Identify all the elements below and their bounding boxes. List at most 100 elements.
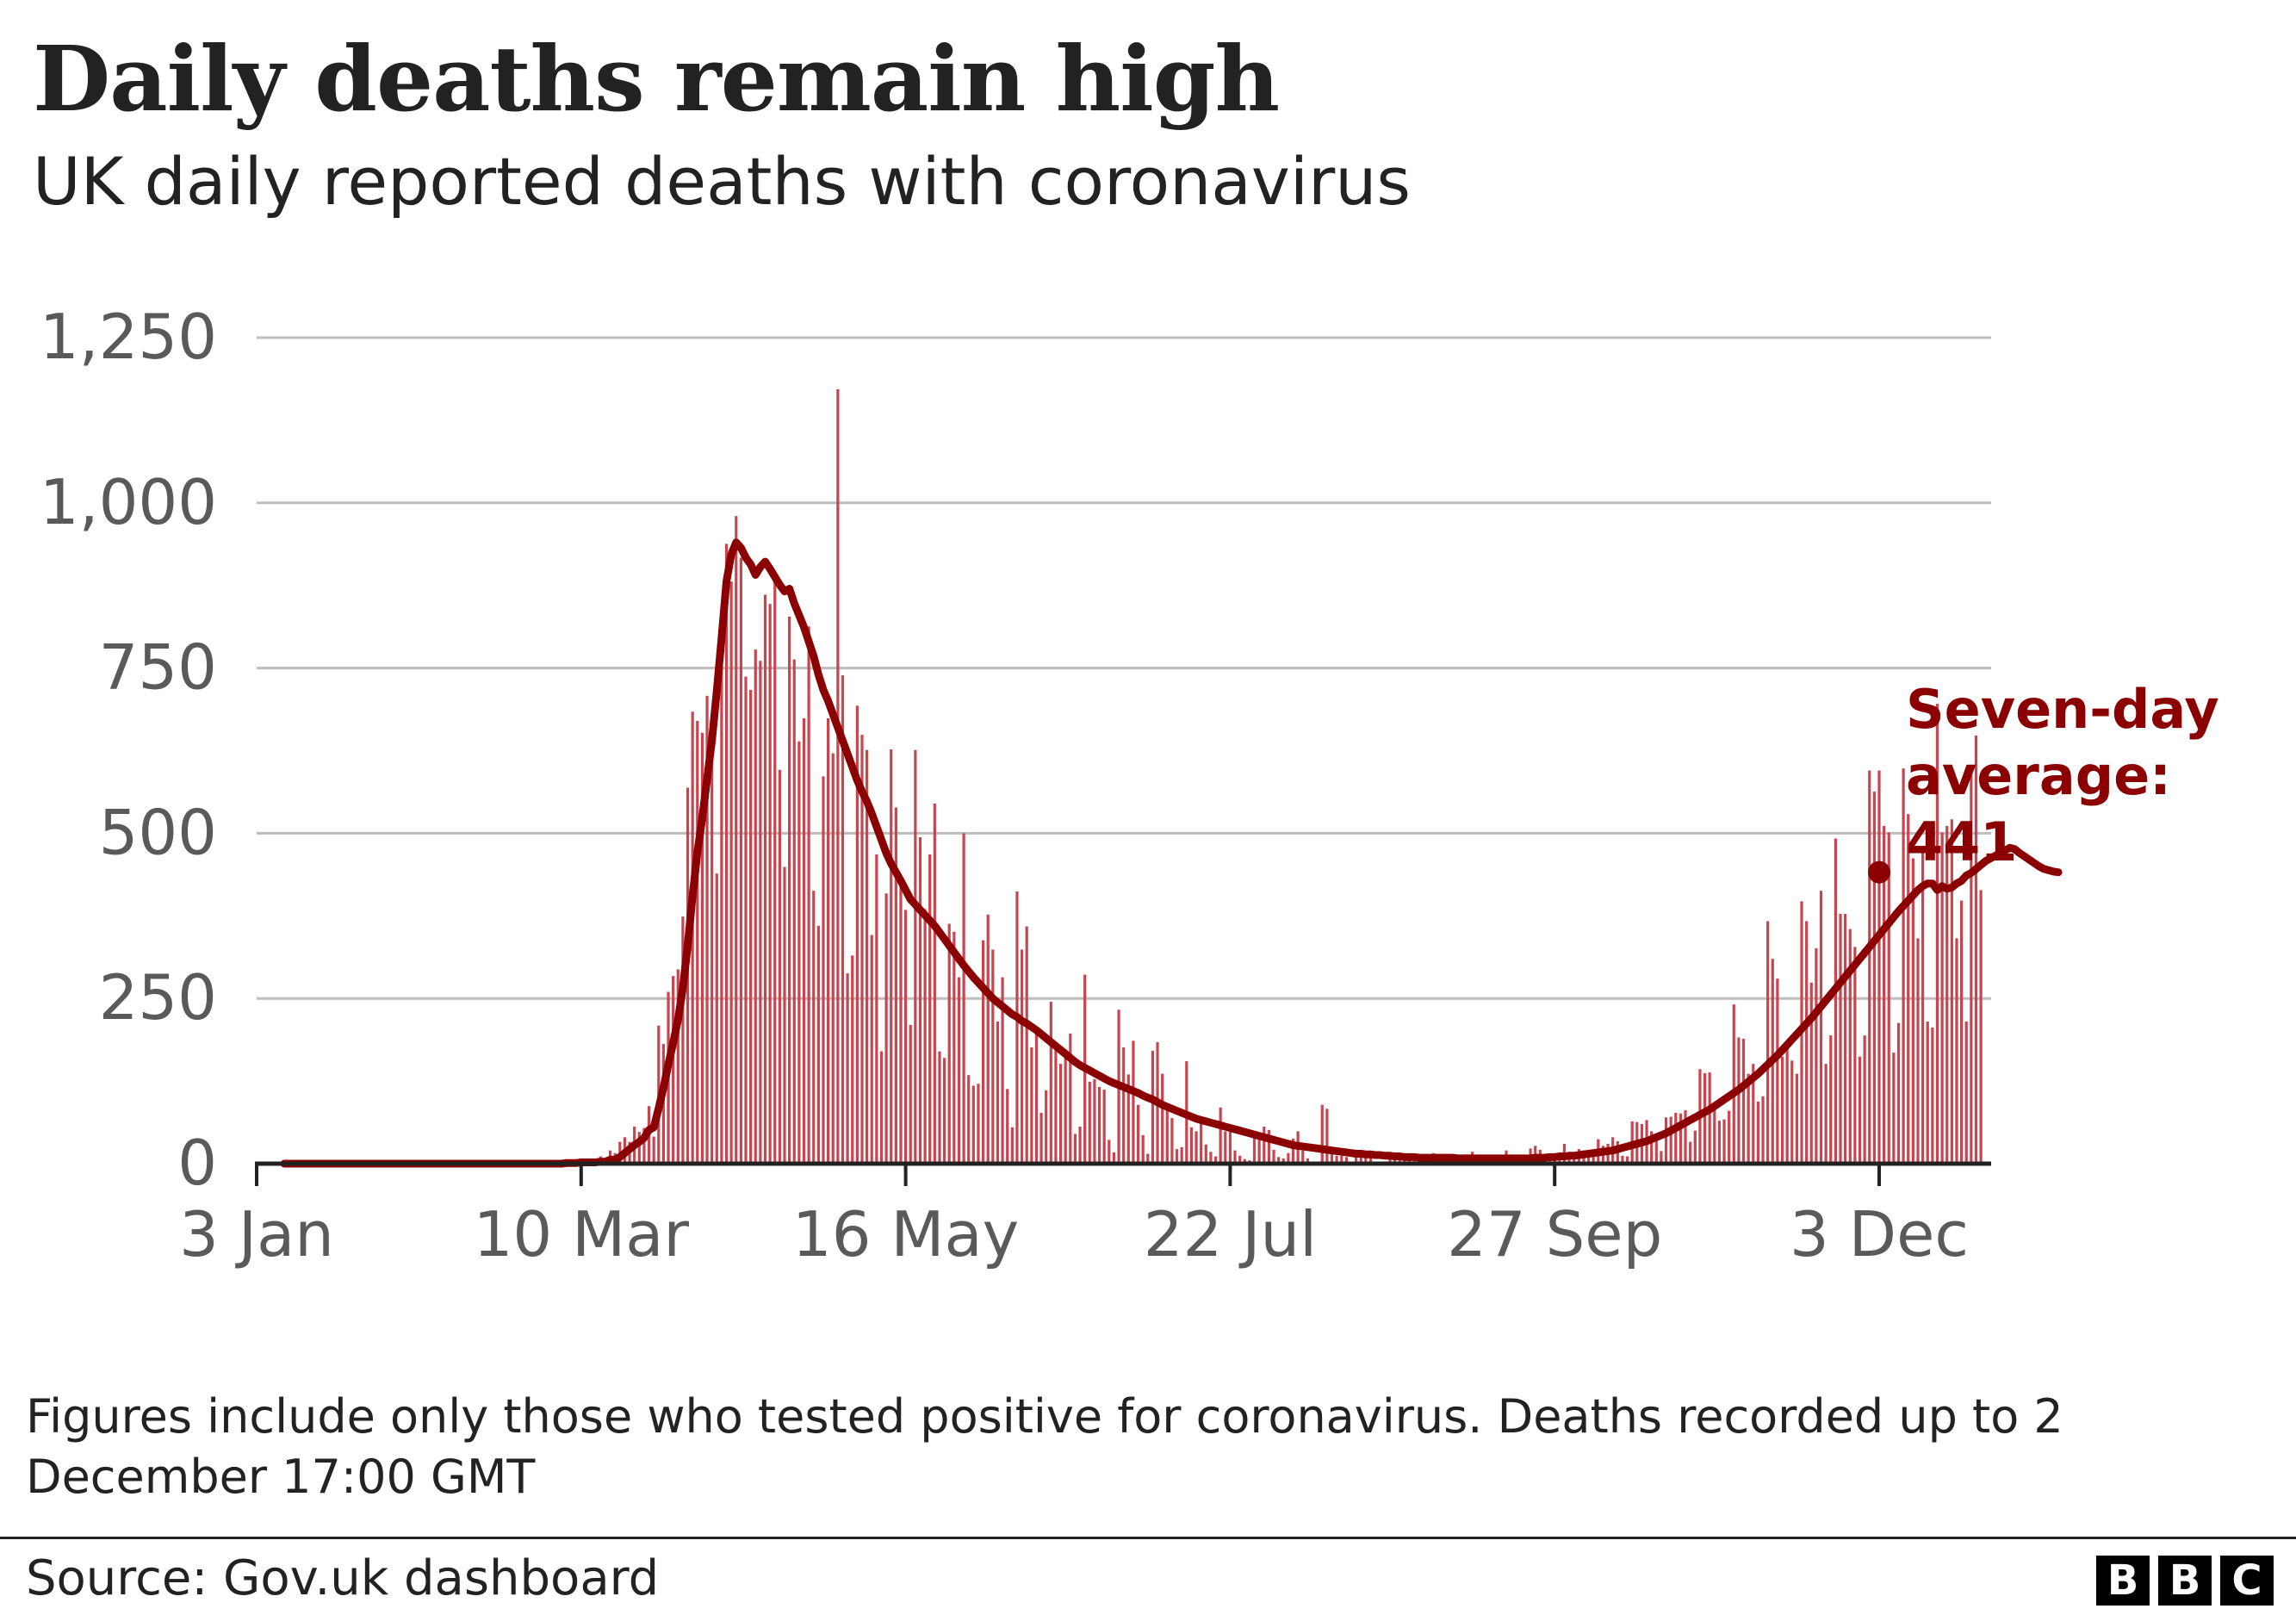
- daily-deaths-bar: [1069, 1033, 1072, 1164]
- daily-deaths-bar: [759, 661, 762, 1164]
- daily-deaths-bar: [715, 873, 718, 1164]
- seven-day-average-line: [280, 538, 2063, 1168]
- daily-deaths-bar: [928, 854, 932, 1164]
- daily-deaths-bar: [1664, 1117, 1668, 1164]
- daily-deaths-bar: [729, 581, 733, 1164]
- daily-deaths-bar: [1669, 1116, 1672, 1164]
- daily-deaths-bar: [744, 676, 748, 1164]
- daily-deaths-bar: [1228, 1132, 1232, 1164]
- y-tick-label: 0: [177, 1127, 217, 1199]
- daily-deaths-bar: [855, 705, 859, 1164]
- daily-deaths-bar: [1200, 1119, 1203, 1164]
- daily-deaths-bar: [1964, 1022, 1968, 1164]
- daily-deaths-bar: [1073, 1134, 1077, 1164]
- daily-deaths-bar: [763, 594, 767, 1164]
- daily-deaths-bar: [1359, 1152, 1362, 1164]
- daily-deaths-bar: [1722, 1119, 1726, 1164]
- daily-deaths-bar: [1122, 1047, 1126, 1164]
- daily-deaths-bar: [749, 689, 753, 1164]
- daily-deaths-bar: [1858, 1056, 1862, 1164]
- x-tick-label: 27 Sep: [1447, 1198, 1662, 1270]
- daily-deaths-bar: [1883, 825, 1886, 1164]
- daily-deaths-bar: [739, 557, 742, 1164]
- daily-deaths-bar: [1189, 1127, 1194, 1164]
- daily-deaths-bar: [1761, 1096, 1765, 1164]
- x-tick-label: 3 Jan: [179, 1198, 334, 1270]
- daily-deaths-bar: [1693, 1130, 1697, 1164]
- daily-deaths-bar: [1654, 1140, 1658, 1164]
- daily-deaths-bar: [1970, 765, 1973, 1164]
- x-tick-label: 22 Jul: [1144, 1198, 1317, 1270]
- daily-deaths-bar: [1263, 1127, 1266, 1164]
- daily-deaths-bar: [1209, 1152, 1213, 1164]
- daily-deaths-bar: [802, 717, 806, 1164]
- daily-deaths-bar: [1132, 1040, 1135, 1164]
- daily-deaths-bar: [1034, 1028, 1039, 1164]
- daily-deaths-bar: [1868, 770, 1871, 1164]
- daily-deaths-bar: [1863, 1035, 1866, 1164]
- daily-deaths-bar: [1078, 1127, 1082, 1164]
- daily-deaths-bar: [1151, 1050, 1155, 1164]
- daily-deaths-bar: [894, 807, 897, 1164]
- daily-deaths-bar: [705, 695, 709, 1164]
- daily-deaths-bar: [1717, 1121, 1722, 1164]
- daily-deaths-bar: [1819, 891, 1823, 1164]
- daily-deaths-bar: [642, 1127, 646, 1164]
- daily-deaths-bar: [1921, 847, 1925, 1164]
- daily-deaths-bar: [1112, 1152, 1116, 1164]
- daily-deaths-bar: [1243, 1158, 1246, 1164]
- annotation-line: Seven-day: [1906, 678, 2219, 741]
- daily-deaths-bar: [860, 735, 864, 1164]
- daily-deaths-bar: [812, 891, 816, 1164]
- daily-deaths-bar: [1887, 832, 1890, 1164]
- daily-deaths-bar: [899, 880, 903, 1164]
- daily-deaths-bars: [560, 388, 1983, 1165]
- daily-deaths-bar: [1621, 1155, 1624, 1164]
- daily-deaths-bar: [1795, 1073, 1798, 1164]
- daily-deaths-bar: [1567, 1156, 1571, 1164]
- daily-deaths-bar: [1141, 1135, 1145, 1164]
- daily-deaths-bar: [942, 1058, 946, 1164]
- daily-deaths-bar: [1902, 768, 1905, 1164]
- daily-deaths-bar: [1935, 704, 1939, 1164]
- daily-deaths-bar: [792, 659, 796, 1164]
- daily-deaths-bar: [909, 1024, 912, 1164]
- daily-deaths-bar: [996, 1022, 1000, 1164]
- daily-deaths-bar: [923, 909, 927, 1164]
- daily-deaths-bar: [851, 955, 854, 1164]
- daily-deaths-bar: [1088, 1081, 1091, 1164]
- daily-deaths-bar: [986, 914, 990, 1164]
- daily-deaths-bar: [1592, 1154, 1595, 1164]
- daily-deaths-bar: [1180, 1146, 1183, 1164]
- daily-deaths-bar: [1829, 1035, 1833, 1164]
- daily-deaths-bar: [1054, 1041, 1058, 1164]
- daily-deaths-bar: [1213, 1156, 1218, 1164]
- daily-deaths-bar: [1911, 858, 1914, 1164]
- daily-deaths-bar: [1679, 1113, 1683, 1164]
- daily-deaths-bar: [1108, 1140, 1111, 1164]
- daily-deaths-bar: [1287, 1152, 1290, 1164]
- daily-deaths-bar: [1785, 1048, 1789, 1164]
- daily-deaths-bar: [879, 1051, 884, 1164]
- daily-deaths-bar: [1907, 814, 1910, 1164]
- daily-deaths-bar: [1330, 1152, 1334, 1164]
- daily-deaths-bar: [1301, 1150, 1305, 1164]
- daily-deaths-bar: [914, 749, 917, 1164]
- y-tick-label: 1,250: [40, 301, 217, 373]
- daily-deaths-bar: [938, 1051, 941, 1164]
- seven-day-average-endpoint: [1868, 860, 1890, 884]
- daily-deaths-bar: [841, 675, 845, 1164]
- daily-deaths-bar: [1815, 947, 1818, 1164]
- daily-deaths-bar: [1001, 977, 1004, 1164]
- daily-deaths-bar: [1558, 1158, 1561, 1164]
- daily-deaths-bar: [681, 916, 685, 1164]
- x-axis-ticks: 3 Jan 10 Mar 16 May 22 Jul 27 Sep 3 Dec: [179, 1164, 1969, 1270]
- daily-deaths-bar: [1272, 1149, 1275, 1164]
- daily-deaths-bar: [981, 940, 985, 1164]
- y-tick-label: 500: [99, 796, 217, 868]
- daily-deaths-bar: [1281, 1158, 1285, 1164]
- daily-deaths-bar: [1136, 1104, 1140, 1164]
- daily-deaths-bar: [1844, 914, 1847, 1164]
- daily-deaths-bar: [783, 867, 786, 1164]
- daily-deaths-bar: [1853, 947, 1857, 1164]
